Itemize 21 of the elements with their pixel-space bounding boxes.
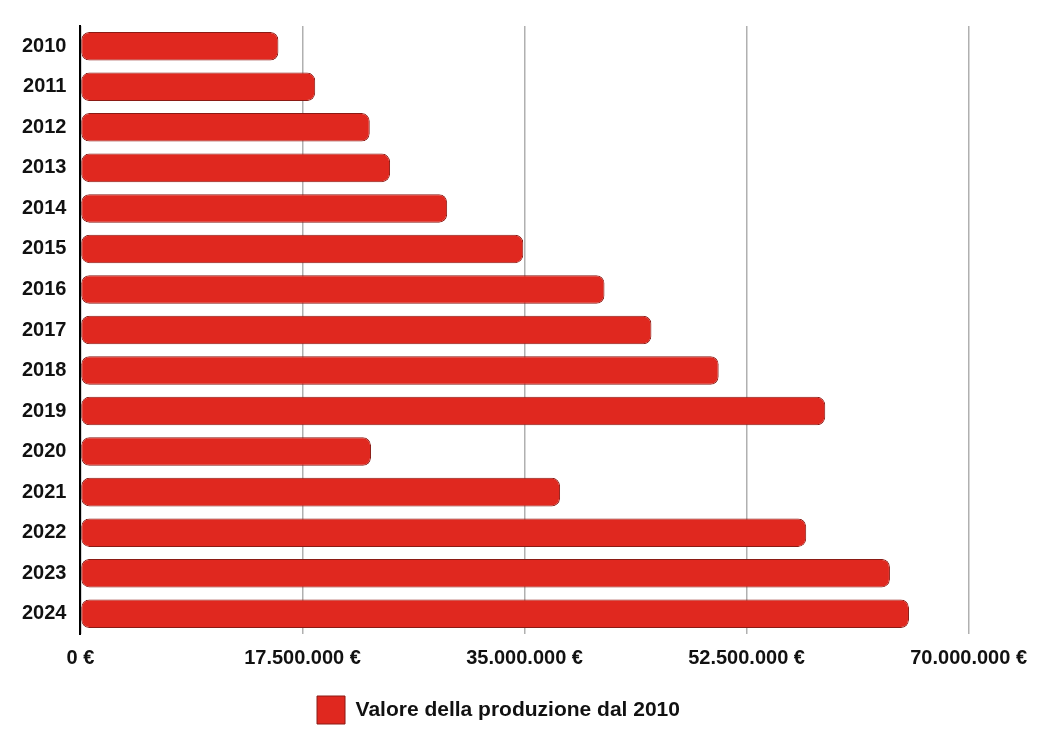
y-tick-label: 2024 bbox=[21, 601, 68, 624]
x-tick-label: 52.500.000 € bbox=[688, 645, 805, 668]
y-tick-label: 2020 bbox=[21, 439, 67, 462]
y-tick-label: 2011 bbox=[23, 74, 67, 97]
y-tick-label: 2021 bbox=[21, 479, 67, 502]
x-tick-label: 35.000.000 € bbox=[466, 645, 583, 668]
y-tick-label: 2017 bbox=[21, 317, 67, 340]
y-tick-label: 2014 bbox=[21, 195, 68, 218]
x-tick-label: 0 € bbox=[66, 645, 95, 668]
x-tick-label: 17.500.000 € bbox=[244, 645, 361, 668]
y-tick-label: 2018 bbox=[21, 358, 67, 381]
y-tick-label: 2019 bbox=[21, 398, 67, 421]
y-tick-label: 2016 bbox=[21, 276, 67, 299]
y-tick-label: 2022 bbox=[21, 520, 67, 543]
y-tick-label: 2012 bbox=[21, 114, 67, 137]
y-tick-label: 2013 bbox=[21, 155, 67, 178]
legend-label: Valore della produzione dal 2010 bbox=[355, 696, 680, 720]
y-tick-label: 2015 bbox=[21, 236, 67, 259]
x-tick-label: 70.000.000 € bbox=[910, 645, 1027, 668]
y-tick-label: 2010 bbox=[21, 33, 67, 56]
y-tick-label: 2023 bbox=[21, 560, 67, 583]
